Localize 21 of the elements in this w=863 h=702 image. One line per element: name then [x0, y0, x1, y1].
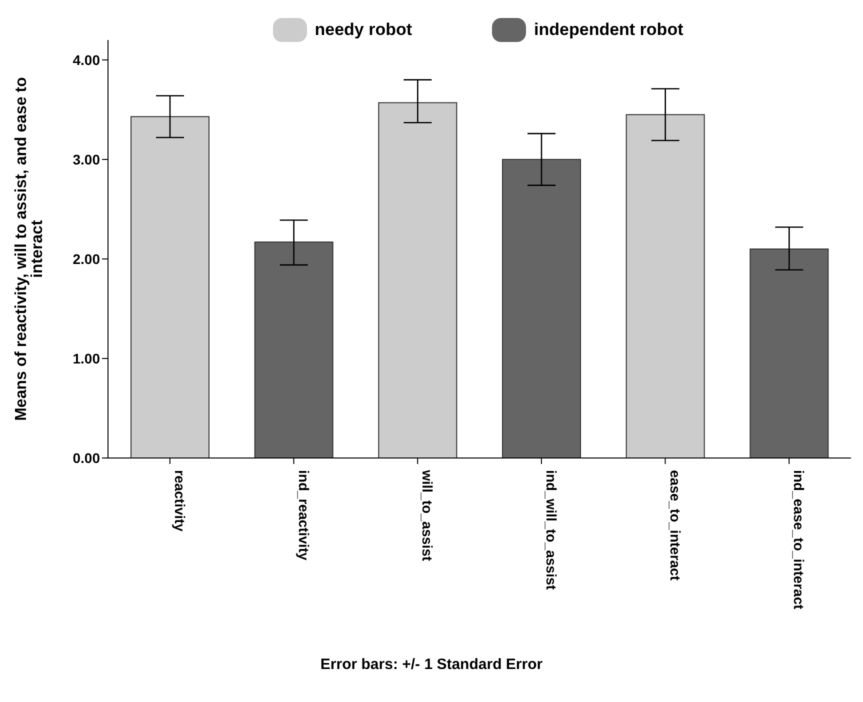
y-tick-label: 1.00: [72, 350, 100, 366]
bar: [502, 158, 581, 458]
legend-label: independent robot: [534, 20, 684, 40]
bar: [254, 242, 334, 458]
x-tick-label: reactivity: [172, 470, 188, 532]
bar: [626, 114, 705, 458]
bar: [750, 248, 829, 458]
y-tick-label: 0.00: [72, 450, 100, 466]
y-axis-title: Means of reactivity, will to assist, and ease to interact: [13, 76, 46, 421]
bar: [130, 116, 210, 458]
y-tick-label: 4.00: [72, 52, 100, 68]
bar: [378, 102, 458, 458]
y-tick-label: 2.00: [72, 250, 100, 267]
legend-label: needy robot: [314, 20, 412, 40]
x-tick-label: ind_will_to_assist: [543, 470, 560, 590]
text: Error bars: +/- 1 Standard Error: [319, 656, 544, 673]
y-tick-label: 3.00: [72, 151, 100, 168]
x-tick-label: ease_to_interact: [667, 470, 684, 581]
x-tick-label: will_to_assist: [420, 469, 436, 562]
x-tick-label: ind_reactivity: [296, 470, 312, 560]
x-tick-label: ind_ease_to_interact: [791, 470, 808, 610]
